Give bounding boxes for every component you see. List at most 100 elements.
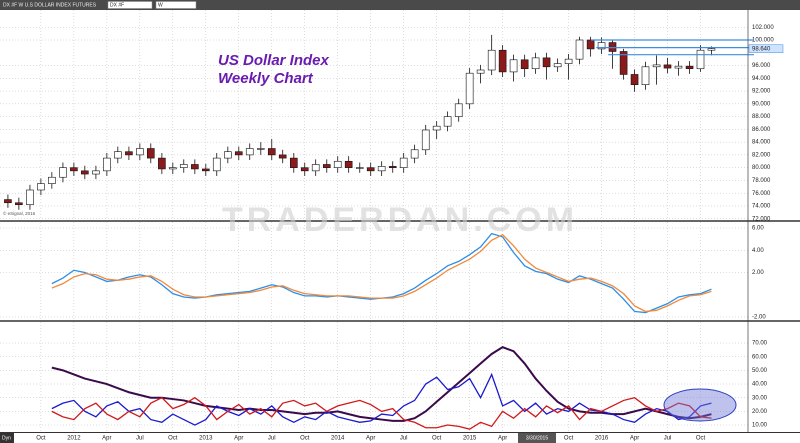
candle-body [169, 167, 177, 170]
last-price-label: 98.640 [752, 46, 771, 52]
candle-body [125, 151, 133, 156]
y-tick-label: 40.00 [752, 382, 768, 388]
panel: 72.000 74.000 76.000 78.000 80.000 82.000 84.0… [0, 10, 784, 222]
candle-body [696, 49, 705, 70]
x-tick-label: Oct [696, 436, 706, 442]
corner-label: Dyn [2, 435, 11, 441]
interval-text: W [158, 2, 163, 8]
candle-body [201, 168, 210, 172]
candle-body [15, 202, 23, 205]
x-tick-label: 2014 [331, 436, 345, 442]
candle-body [322, 164, 331, 168]
candle-body [344, 160, 353, 168]
x-tick-label: Oct [564, 436, 574, 442]
x-tick-label: 2013 [199, 436, 213, 442]
corner-tag [0, 433, 14, 443]
candle-body [498, 49, 507, 73]
candle-body [707, 48, 716, 51]
y-tick-label: 96.000 [752, 63, 771, 69]
y-tick-label: 88.000 [752, 114, 771, 120]
candle-body [432, 125, 441, 131]
y-tick-label: 78.000 [752, 178, 771, 184]
candle-body [597, 42, 606, 50]
candle-body [212, 157, 221, 172]
watermark: TRADERDAN.COM [222, 201, 578, 239]
candle-body [234, 151, 243, 156]
panel: -2.00 2.00 4.00 6.00 [0, 222, 766, 321]
x-tick-label: Oct [300, 436, 310, 442]
candle-body [81, 170, 89, 175]
candle-body [630, 74, 639, 85]
window-title: DX #F W U.S DOLLAR INDEX FUTURES [3, 2, 97, 8]
y-tick-label: 70.00 [752, 341, 768, 347]
symbol-input[interactable] [107, 1, 153, 9]
x-tick-label: 2015 [463, 436, 477, 442]
candle-body [179, 164, 188, 168]
y-tick-label: 76.000 [752, 191, 771, 197]
x-tick-label: Apr [498, 436, 507, 442]
candle-body [257, 148, 265, 150]
y-tick-label: 100.000 [752, 38, 774, 44]
indicator-line [51, 233, 712, 313]
x-tick-label: Apr [234, 436, 243, 442]
title-bar [0, 0, 800, 10]
candle-body [399, 157, 408, 168]
cursor-date: 3/30/2015 [526, 435, 548, 441]
candle-body [586, 39, 595, 50]
candle-body [333, 160, 342, 168]
x-tick-label: Jul [400, 436, 408, 442]
y-tick-label: 92.000 [752, 89, 771, 95]
candle-body [59, 167, 67, 178]
candle-body [454, 103, 463, 117]
candle-body [685, 65, 694, 70]
y-tick-label: 102.000 [752, 25, 774, 31]
y-tick-label: 20.00 [752, 409, 768, 415]
candle-body [619, 51, 628, 75]
x-tick-label: 2016 [595, 436, 609, 442]
candle-body [542, 57, 551, 68]
y-tick-label: 74.000 [752, 204, 771, 210]
candle-body [575, 39, 584, 60]
chart-title: US Dollar Index [218, 52, 330, 69]
y-tick-label: 90.000 [752, 101, 771, 107]
candle-body [366, 167, 375, 172]
y-tick-label: 60.00 [752, 354, 768, 360]
x-tick-label: Apr [366, 436, 375, 442]
candle-body [487, 49, 496, 71]
x-tick-label: Oct [36, 436, 46, 442]
x-tick-label: Apr [102, 436, 111, 442]
y-tick-label: 30.00 [752, 395, 768, 401]
candle-body [158, 157, 166, 170]
candle-body [663, 64, 672, 69]
y-tick-label: 84.000 [752, 140, 771, 146]
candle-body [4, 199, 12, 204]
candle-body [191, 164, 199, 170]
candle-body [388, 166, 397, 168]
candle-body [26, 189, 34, 205]
highlight-ellipse [663, 388, 737, 422]
candle-body [465, 72, 474, 105]
interval-input[interactable] [155, 1, 197, 9]
candle-body [674, 65, 683, 69]
candle-body [300, 167, 309, 172]
copyright: © eSignal, 2016 [3, 210, 36, 216]
x-tick-label: Oct [168, 436, 178, 442]
y-tick-label: 82.000 [752, 152, 771, 158]
cursor-tag [518, 433, 556, 443]
candle-body [70, 167, 78, 172]
candle-body [278, 154, 287, 159]
candle-body [92, 170, 100, 175]
candle-body [289, 157, 298, 168]
y-tick-label: 4.00 [752, 248, 764, 254]
candle-body [114, 151, 122, 159]
y-tick-label: -2.00 [752, 315, 766, 321]
candle-body [48, 176, 56, 184]
candle-body [410, 149, 419, 159]
indicator-line [51, 396, 712, 430]
y-tick-label: 50.00 [752, 368, 768, 374]
candle-body [267, 148, 276, 156]
candle-body [103, 157, 111, 172]
candle-body [608, 42, 617, 52]
